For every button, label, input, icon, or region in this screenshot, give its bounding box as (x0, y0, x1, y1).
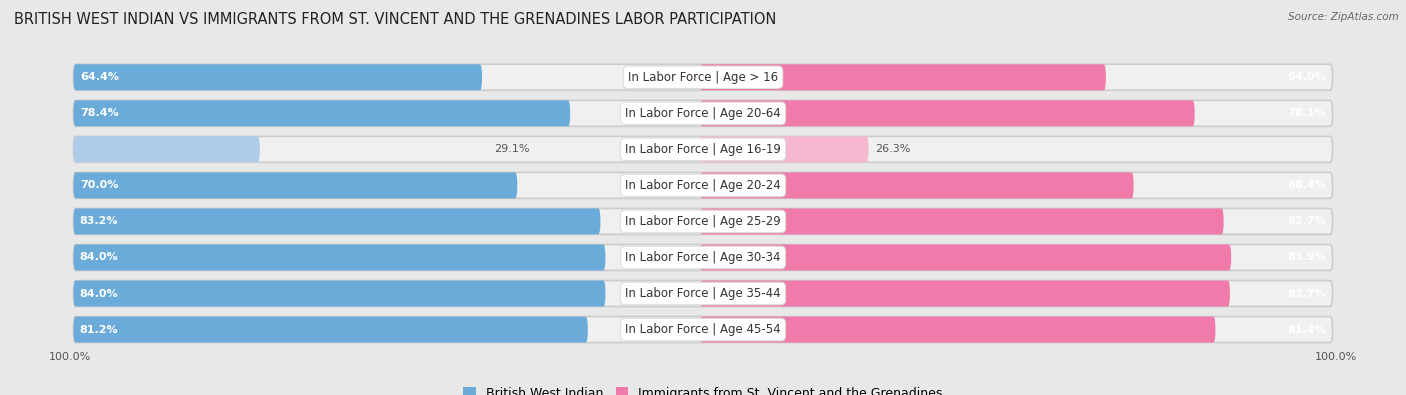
FancyBboxPatch shape (73, 173, 517, 198)
FancyBboxPatch shape (73, 245, 1333, 271)
Text: 83.2%: 83.2% (80, 216, 118, 226)
Text: In Labor Force | Age 20-64: In Labor Force | Age 20-64 (626, 107, 780, 120)
Text: 83.7%: 83.7% (1288, 288, 1326, 299)
Text: In Labor Force | Age 35-44: In Labor Force | Age 35-44 (626, 287, 780, 300)
FancyBboxPatch shape (73, 317, 1333, 342)
FancyBboxPatch shape (700, 317, 1215, 342)
Text: 64.4%: 64.4% (80, 72, 118, 82)
Text: 84.0%: 84.0% (80, 288, 118, 299)
Text: 78.1%: 78.1% (1288, 108, 1326, 118)
Text: In Labor Force | Age > 16: In Labor Force | Age > 16 (628, 71, 778, 84)
FancyBboxPatch shape (73, 209, 600, 234)
FancyBboxPatch shape (700, 173, 1133, 198)
Text: 81.2%: 81.2% (80, 325, 118, 335)
FancyBboxPatch shape (73, 280, 1333, 307)
Text: 84.0%: 84.0% (80, 252, 118, 263)
FancyBboxPatch shape (73, 136, 1333, 162)
Text: 81.4%: 81.4% (1288, 325, 1326, 335)
Text: Source: ZipAtlas.com: Source: ZipAtlas.com (1288, 12, 1399, 22)
FancyBboxPatch shape (73, 245, 606, 271)
FancyBboxPatch shape (73, 100, 1333, 126)
FancyBboxPatch shape (700, 100, 1195, 126)
Text: 82.7%: 82.7% (1288, 216, 1326, 226)
Text: In Labor Force | Age 25-29: In Labor Force | Age 25-29 (626, 215, 780, 228)
Text: In Labor Force | Age 30-34: In Labor Force | Age 30-34 (626, 251, 780, 264)
FancyBboxPatch shape (700, 280, 1230, 307)
FancyBboxPatch shape (700, 136, 869, 162)
Text: 68.4%: 68.4% (1288, 181, 1326, 190)
FancyBboxPatch shape (73, 173, 1333, 198)
Text: 83.9%: 83.9% (1288, 252, 1326, 263)
FancyBboxPatch shape (73, 209, 1333, 234)
FancyBboxPatch shape (73, 64, 482, 90)
FancyBboxPatch shape (700, 64, 1107, 90)
FancyBboxPatch shape (73, 280, 606, 307)
FancyBboxPatch shape (700, 209, 1223, 234)
Legend: British West Indian, Immigrants from St. Vincent and the Grenadines: British West Indian, Immigrants from St.… (458, 382, 948, 395)
FancyBboxPatch shape (73, 136, 260, 162)
Text: 29.1%: 29.1% (494, 144, 529, 154)
FancyBboxPatch shape (73, 317, 588, 342)
Text: 64.0%: 64.0% (1288, 72, 1326, 82)
FancyBboxPatch shape (73, 64, 1333, 90)
Text: 70.0%: 70.0% (80, 181, 118, 190)
Text: In Labor Force | Age 16-19: In Labor Force | Age 16-19 (626, 143, 780, 156)
FancyBboxPatch shape (73, 100, 571, 126)
Text: 26.3%: 26.3% (875, 144, 910, 154)
Text: In Labor Force | Age 20-24: In Labor Force | Age 20-24 (626, 179, 780, 192)
Text: 78.4%: 78.4% (80, 108, 118, 118)
Text: BRITISH WEST INDIAN VS IMMIGRANTS FROM ST. VINCENT AND THE GRENADINES LABOR PART: BRITISH WEST INDIAN VS IMMIGRANTS FROM S… (14, 12, 776, 27)
Text: In Labor Force | Age 45-54: In Labor Force | Age 45-54 (626, 323, 780, 336)
FancyBboxPatch shape (700, 245, 1232, 271)
